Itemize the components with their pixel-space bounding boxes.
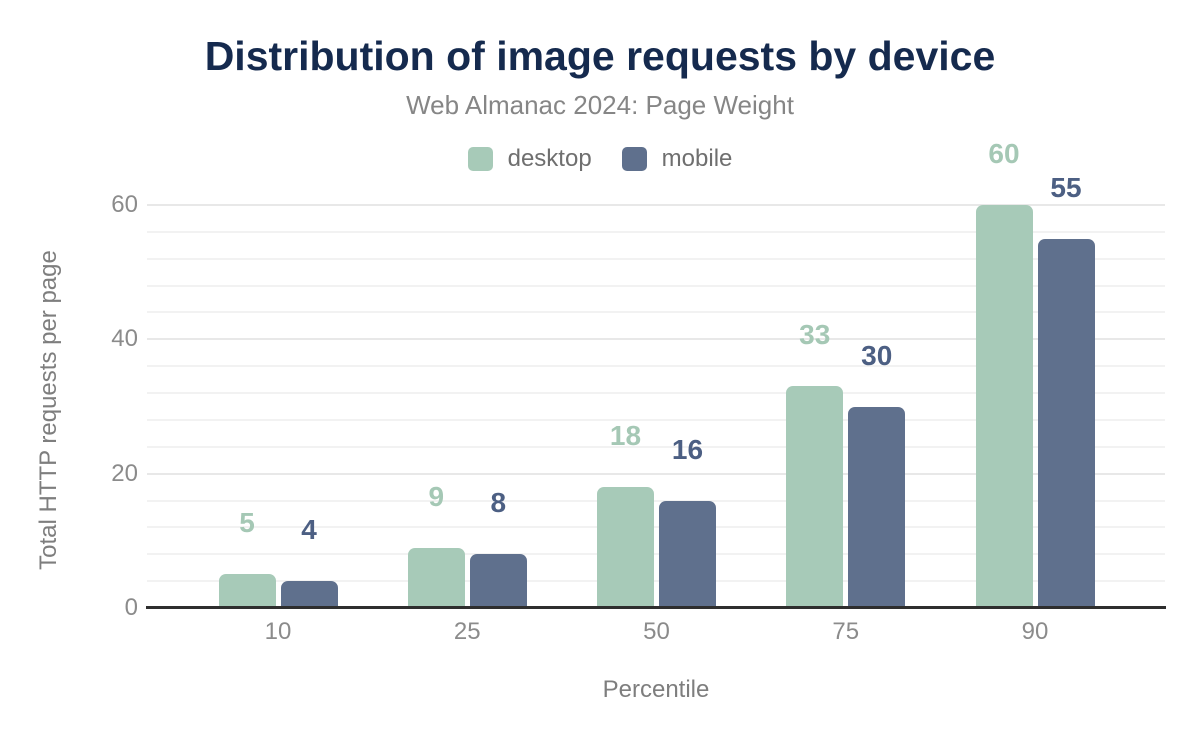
- x-tick-25: 25: [453, 618, 481, 645]
- bar-mobile-p75[interactable]: [848, 406, 906, 608]
- y-axis-title: Total HTTP requests per page: [35, 250, 62, 570]
- gridline-minor: [147, 230, 1165, 233]
- bar-value-label-desktop-p50: 18: [609, 420, 642, 452]
- chart-subtitle: Web Almanac 2024: Page Weight: [406, 90, 794, 120]
- x-tick-75: 75: [832, 618, 860, 645]
- bar-desktop-p90[interactable]: [975, 205, 1033, 608]
- gridline-minor: [147, 418, 1165, 421]
- bar-mobile-p25[interactable]: [469, 554, 527, 608]
- bar-value-label-desktop-p75: 33: [799, 319, 831, 351]
- bar-mobile-p50[interactable]: [659, 500, 716, 608]
- bar-desktop-p10[interactable]: [218, 574, 276, 608]
- y-tick-60: 60: [111, 191, 138, 218]
- bar-value-label-mobile-p90: 55: [1050, 171, 1082, 203]
- bar-mobile-p90[interactable]: [1037, 238, 1095, 608]
- gridline-minor: [147, 445, 1165, 448]
- y-tick-0: 0: [124, 594, 138, 621]
- chart-title: Distribution of image requests by device: [204, 33, 996, 79]
- gridline-minor: [147, 499, 1165, 502]
- bar-desktop-p50[interactable]: [597, 487, 654, 608]
- gridline-minor: [147, 526, 1165, 529]
- bar-desktop-p25[interactable]: [407, 547, 465, 608]
- gridline-major: [147, 204, 1165, 206]
- gridline-minor: [147, 257, 1165, 260]
- plot-area: 5 4 9 8 18 16 33 30 60 55: [146, 139, 1166, 609]
- gridline-minor: [147, 311, 1165, 314]
- legend-item-desktop[interactable]: desktop: [467, 145, 592, 173]
- bar-mobile-p10[interactable]: [280, 581, 338, 608]
- bar-value-label-mobile-p50: 16: [671, 433, 704, 465]
- gridline-minor: [147, 553, 1165, 556]
- y-tick-40: 40: [111, 325, 138, 353]
- y-tick-20: 20: [111, 459, 138, 487]
- bar-value-label-desktop-p90: 60: [988, 138, 1020, 169]
- gridline-minor: [147, 392, 1165, 395]
- gridline-minor: [147, 284, 1165, 287]
- x-tick-10: 10: [264, 618, 292, 645]
- legend-swatch-desktop-icon: [467, 147, 493, 171]
- gridline-major: [147, 472, 1165, 475]
- legend-label-desktop: desktop: [507, 145, 592, 172]
- x-axis-title: Percentile: [602, 676, 710, 703]
- bar-desktop-p75[interactable]: [786, 386, 844, 608]
- x-tick-50: 50: [643, 618, 670, 645]
- bar-value-label-mobile-p75: 30: [861, 339, 893, 371]
- bar-value-label-mobile-p10: 4: [301, 514, 317, 546]
- bar-value-label-desktop-p10: 5: [239, 507, 255, 539]
- legend-swatch-mobile-icon: [621, 147, 647, 171]
- legend: desktop mobile: [0, 144, 1200, 174]
- x-tick-90: 90: [1021, 618, 1049, 645]
- legend-item-mobile[interactable]: mobile: [621, 145, 733, 173]
- x-axis-line: [146, 606, 1166, 609]
- legend-label-mobile: mobile: [661, 145, 733, 172]
- bar-value-label-mobile-p25: 8: [490, 487, 507, 519]
- gridline-major: [147, 338, 1165, 341]
- bar-value-label-desktop-p25: 9: [428, 480, 445, 512]
- gridline-minor: [147, 365, 1165, 368]
- gridline-minor: [147, 580, 1165, 583]
